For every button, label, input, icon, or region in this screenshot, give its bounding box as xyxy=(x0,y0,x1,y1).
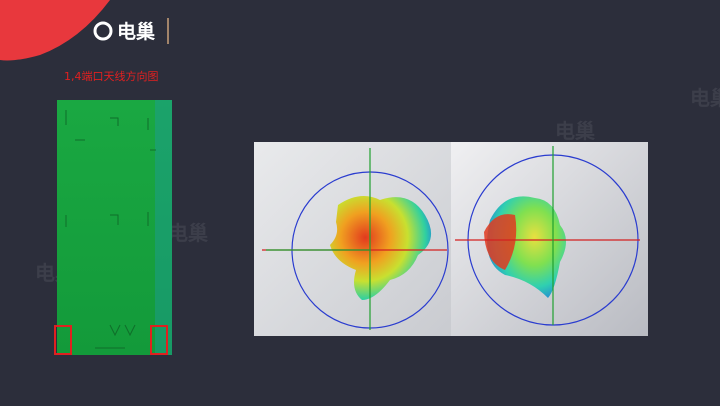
watermark: 电巢 xyxy=(555,119,595,143)
logo-icon xyxy=(93,21,113,41)
watermark: 电巢 xyxy=(168,221,208,245)
pattern-image xyxy=(254,142,451,336)
watermark: 电巢 xyxy=(690,86,720,110)
corner-shape xyxy=(0,0,110,61)
slide-title: 1,4端口天线方向图 xyxy=(64,69,159,83)
pattern-image xyxy=(451,142,648,336)
pcb-image xyxy=(54,100,172,355)
logo-text: 电巢 xyxy=(117,20,156,43)
